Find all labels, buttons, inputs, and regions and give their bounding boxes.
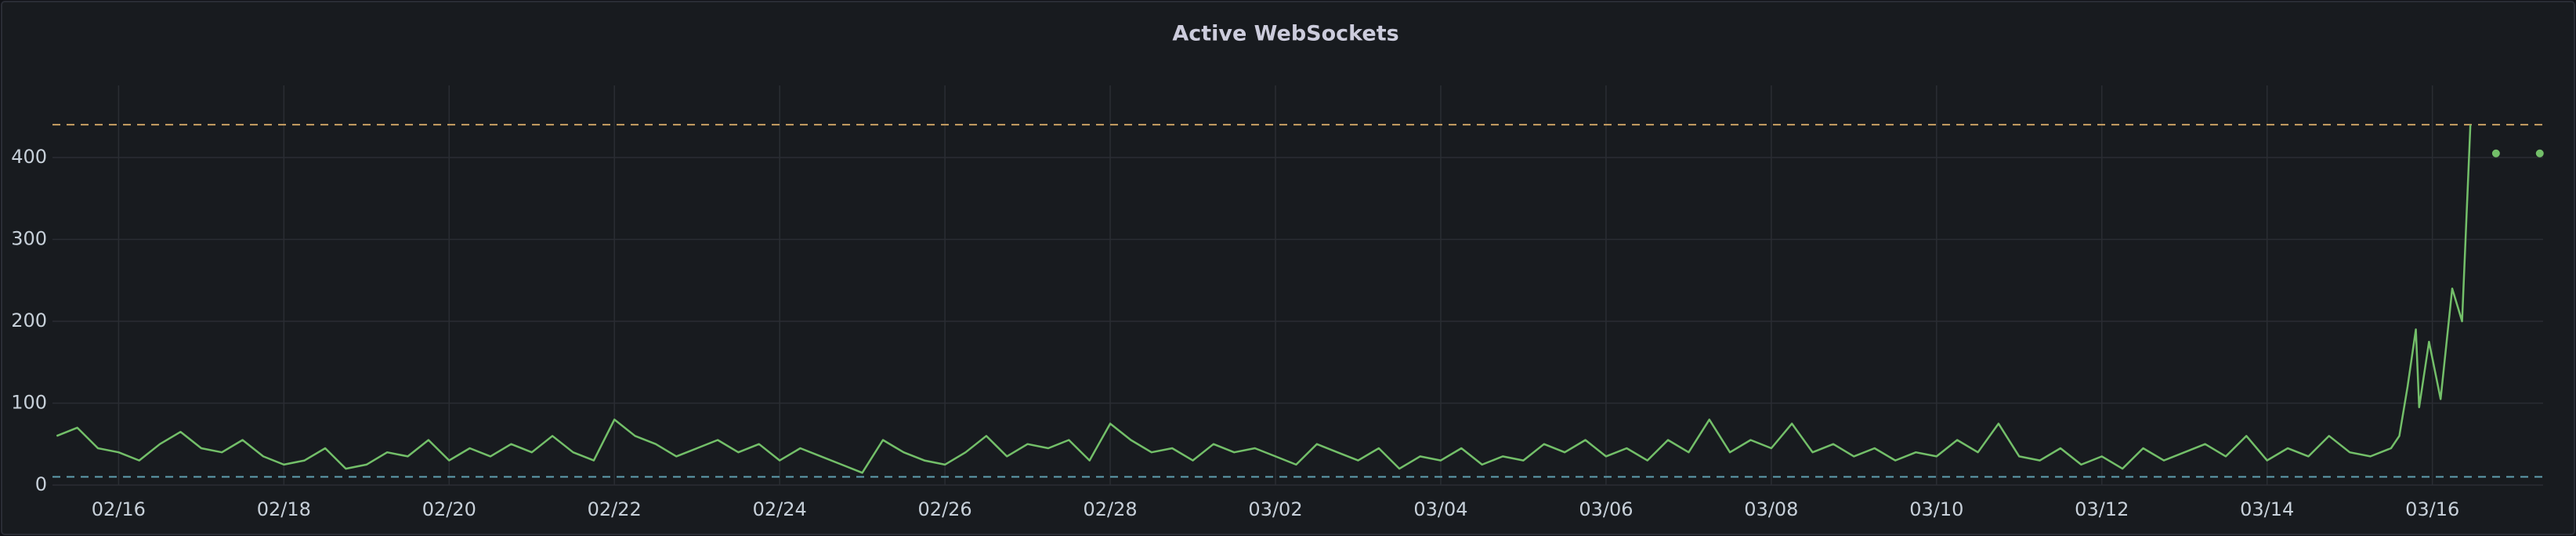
x-tick-label: 03/14 — [2240, 498, 2294, 520]
x-tick-label: 03/12 — [2075, 498, 2129, 520]
y-tick-label: 100 — [11, 391, 47, 413]
y-tick-label: 300 — [11, 227, 47, 249]
x-tick-label: 02/26 — [918, 498, 972, 520]
x-tick-label: 02/24 — [753, 498, 807, 520]
x-tick-label: 02/28 — [1083, 498, 1137, 520]
x-tick-label: 03/06 — [1579, 498, 1633, 520]
data-point — [2491, 149, 2500, 158]
y-tick-label: 400 — [11, 146, 47, 168]
x-tick-label: 03/08 — [1744, 498, 1798, 520]
y-tick-label: 200 — [11, 310, 47, 331]
y-tick-label: 0 — [35, 473, 47, 495]
x-tick-label: 02/22 — [588, 498, 642, 520]
chart-title: Active WebSockets — [1172, 22, 1398, 46]
x-tick-label: 02/16 — [92, 498, 146, 520]
x-tick-label: 03/02 — [1248, 498, 1302, 520]
x-tick-label: 02/18 — [257, 498, 311, 520]
data-point — [2535, 149, 2544, 158]
x-tick-label: 03/10 — [1909, 498, 1963, 520]
x-tick-label: 03/04 — [1413, 498, 1467, 520]
x-tick-label: 03/16 — [2405, 498, 2459, 520]
x-tick-label: 02/20 — [422, 498, 476, 520]
